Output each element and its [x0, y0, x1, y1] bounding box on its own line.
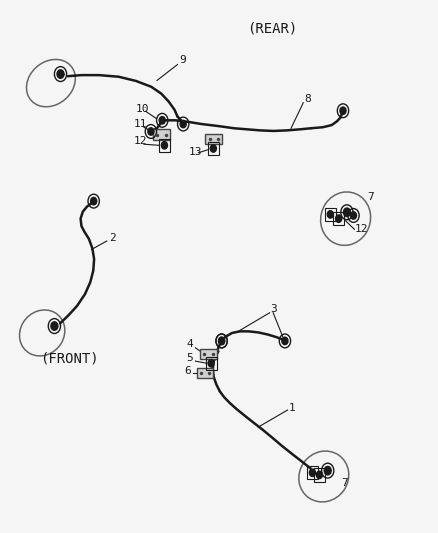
Circle shape: [219, 337, 225, 345]
Text: 7: 7: [367, 192, 374, 202]
Text: 11: 11: [134, 119, 147, 129]
Bar: [197, 368, 213, 377]
Circle shape: [159, 117, 165, 124]
Text: 7: 7: [341, 478, 348, 488]
Circle shape: [208, 360, 214, 367]
Circle shape: [51, 322, 58, 330]
Circle shape: [282, 337, 288, 345]
Text: 1: 1: [289, 403, 296, 413]
Circle shape: [180, 120, 186, 128]
Circle shape: [336, 215, 342, 222]
Bar: [200, 350, 217, 359]
Circle shape: [148, 128, 154, 135]
Circle shape: [350, 212, 357, 219]
Circle shape: [316, 471, 322, 479]
Circle shape: [327, 211, 333, 218]
Bar: [153, 130, 170, 140]
Text: 3: 3: [271, 304, 277, 314]
Text: (REAR): (REAR): [247, 22, 298, 36]
Circle shape: [343, 208, 350, 216]
Text: 12: 12: [134, 136, 147, 146]
Text: 10: 10: [136, 104, 149, 115]
Text: 2: 2: [109, 233, 116, 243]
Circle shape: [57, 70, 64, 78]
Circle shape: [91, 197, 97, 205]
Bar: [205, 134, 222, 144]
Circle shape: [210, 145, 216, 152]
Circle shape: [219, 337, 225, 345]
Text: 9: 9: [180, 55, 187, 66]
Text: (FRONT): (FRONT): [40, 351, 99, 365]
Circle shape: [309, 469, 315, 477]
Text: 5: 5: [186, 353, 193, 363]
Text: 12: 12: [354, 224, 368, 234]
Text: 4: 4: [186, 340, 193, 349]
Circle shape: [324, 466, 331, 475]
Text: 6: 6: [184, 366, 191, 376]
Text: 8: 8: [304, 94, 311, 104]
Circle shape: [340, 107, 346, 115]
Text: 13: 13: [188, 147, 202, 157]
Circle shape: [161, 142, 167, 149]
